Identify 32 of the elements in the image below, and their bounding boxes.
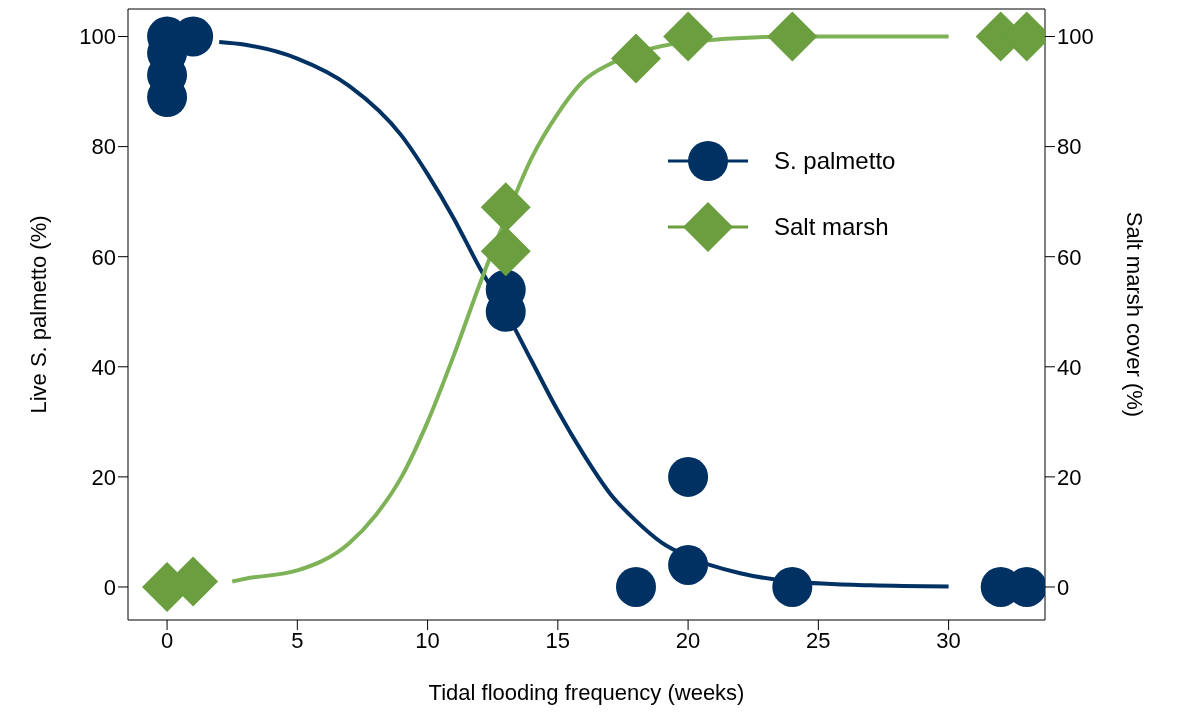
x-tick-label: 20 xyxy=(675,627,701,653)
y2-tick-label: 40 xyxy=(1057,354,1082,380)
y-tick-label: 40 xyxy=(91,354,116,380)
y2-tick-label: 20 xyxy=(1057,464,1082,490)
x-tick-label: 5 xyxy=(291,627,304,653)
y2-axis-title: Salt marsh cover (%) xyxy=(1122,211,1148,418)
y-axis-title: Live S. palmetto (%) xyxy=(25,215,51,414)
point xyxy=(480,226,531,277)
y2-tick-label: 60 xyxy=(1057,244,1082,270)
legend-label: Salt marsh xyxy=(774,213,889,241)
point xyxy=(772,566,813,607)
point xyxy=(767,11,818,62)
point xyxy=(668,544,709,585)
y2-tick-label: 80 xyxy=(1057,134,1082,160)
point xyxy=(663,11,714,62)
x-tick-label: 25 xyxy=(806,627,831,653)
point xyxy=(668,456,709,497)
point xyxy=(611,33,661,84)
x-tick-label: 15 xyxy=(545,627,571,653)
x-axis-title: Tidal flooding frequency (weeks) xyxy=(428,680,745,705)
y-tick-label: 0 xyxy=(103,574,116,600)
y-tick-label: 60 xyxy=(91,244,116,270)
y2-tick-label: 0 xyxy=(1057,574,1070,600)
point xyxy=(616,566,656,607)
x-tick-label: 0 xyxy=(160,627,174,653)
y-tick-label: 80 xyxy=(91,134,116,160)
y-tick-label: 100 xyxy=(79,24,116,50)
x-tick-label: 10 xyxy=(415,627,440,653)
x-tick-label: 30 xyxy=(936,627,961,653)
legend-label: S. palmetto xyxy=(774,147,896,175)
y-tick-label: 20 xyxy=(91,464,116,490)
y2-tick-label: 100 xyxy=(1057,24,1094,50)
